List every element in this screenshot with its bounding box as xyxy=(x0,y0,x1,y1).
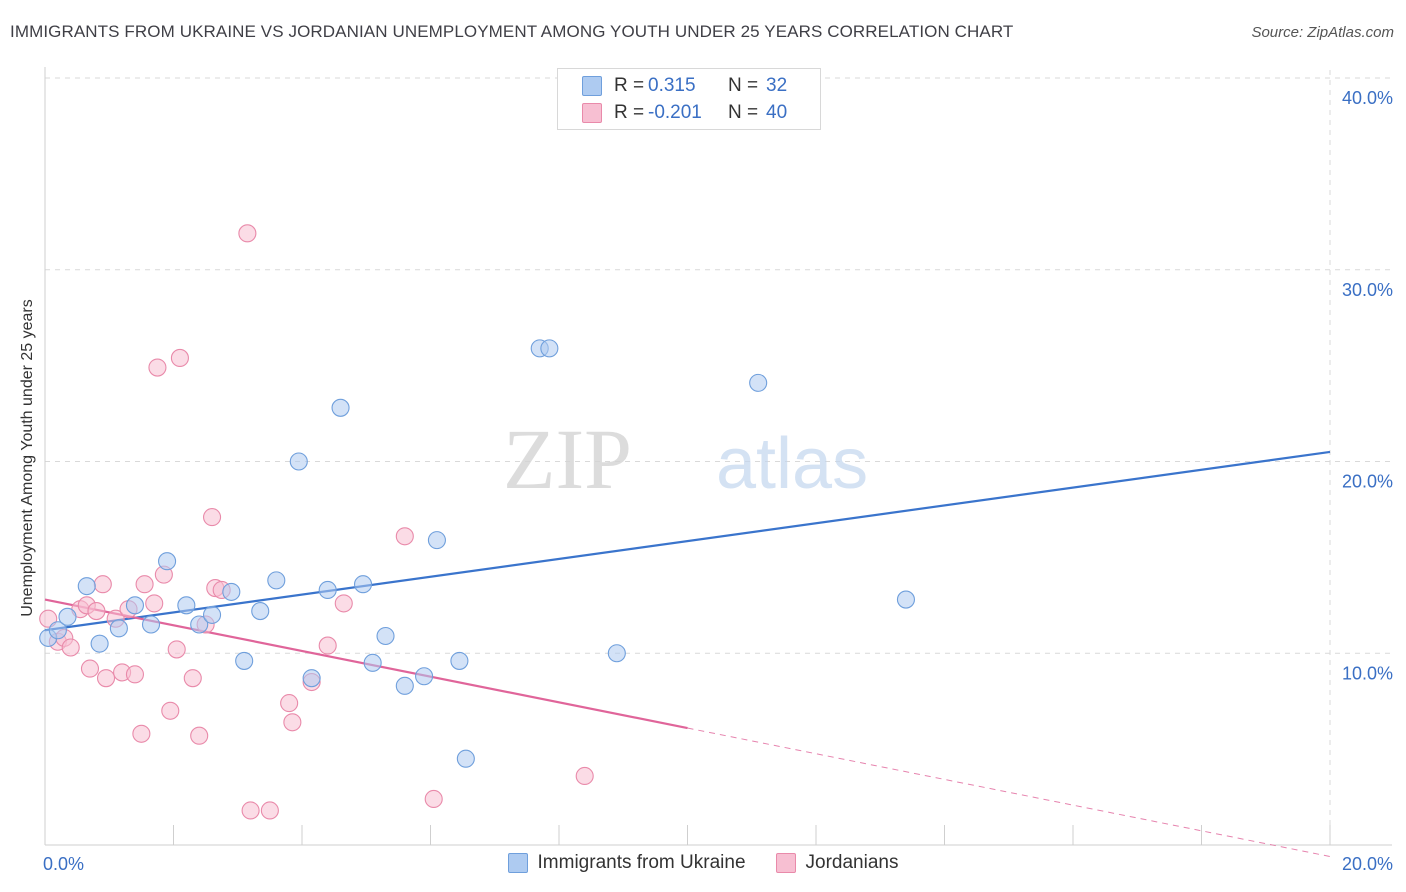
axes xyxy=(44,67,1392,846)
legend-r-value: -0.201 xyxy=(648,102,702,123)
point-jordan xyxy=(170,348,189,368)
point-ukraine xyxy=(77,577,96,596)
point-ukraine xyxy=(235,651,254,670)
point-ukraine xyxy=(376,626,395,646)
legend-n-value: 40 xyxy=(766,102,788,123)
point-jordan xyxy=(334,594,353,613)
watermark-atlas: atlas xyxy=(716,424,868,504)
point-ukraine xyxy=(190,615,209,634)
point-jordan xyxy=(575,766,594,786)
point-jordan xyxy=(167,640,186,659)
chart-title: IMMIGRANTS FROM UKRAINE VS JORDANIAN UNE… xyxy=(10,22,1014,41)
point-jordan xyxy=(161,701,180,720)
point-jordan xyxy=(145,594,164,613)
point-jordan xyxy=(203,508,222,527)
series-legend-ukraine: Immigrants from Ukraine xyxy=(507,852,746,874)
point-jordan xyxy=(125,665,144,684)
point-jordan xyxy=(96,669,116,688)
trend-lines xyxy=(44,450,1331,857)
point-ukraine xyxy=(158,552,177,571)
legend-n-label: N = xyxy=(728,102,759,123)
point-jordan xyxy=(183,669,202,688)
point-ukraine xyxy=(450,651,469,670)
x-tick-label: 20.0% xyxy=(1342,854,1393,874)
gridlines xyxy=(45,70,1392,845)
trend-extension-jordan xyxy=(687,727,1331,857)
point-jordan xyxy=(283,713,302,732)
legend-n-value: 32 xyxy=(766,75,788,96)
legend-r-label: R = xyxy=(614,75,645,96)
point-ukraine xyxy=(203,605,222,624)
point-ukraine xyxy=(267,571,286,590)
series-swatch-jordan xyxy=(775,853,796,873)
y-tick-label: 40.0% xyxy=(1342,88,1393,108)
point-ukraine xyxy=(90,634,109,653)
point-ukraine xyxy=(58,607,77,626)
point-jordan xyxy=(148,358,167,377)
source-label: Source: ZipAtlas.com xyxy=(1251,24,1394,41)
point-ukraine xyxy=(125,596,144,615)
legend-swatch-ukraine xyxy=(582,76,602,96)
legend-row-jordan: R = -0.201 N = 40 xyxy=(582,100,787,126)
series-legend-jordan: Jordanians xyxy=(775,852,899,874)
point-jordan xyxy=(424,789,443,809)
point-jordan xyxy=(238,224,257,243)
point-ukraine xyxy=(395,676,414,695)
point-ukraine xyxy=(141,615,161,634)
tick-labels: 10.0% 20.0% 30.0% 40.0% 0.0% 20.0% xyxy=(43,88,1393,874)
point-ukraine xyxy=(302,669,321,688)
point-ukraine xyxy=(318,580,337,600)
point-ukraine xyxy=(289,452,308,471)
legend-r-label: R = xyxy=(614,102,645,123)
point-jordan xyxy=(190,726,209,745)
point-ukraine xyxy=(251,602,270,621)
watermark-zip: ZIP xyxy=(503,411,632,507)
point-jordan xyxy=(135,575,154,594)
point-jordan xyxy=(61,638,80,657)
point-ukraine xyxy=(749,373,768,392)
point-ukraine xyxy=(607,644,626,663)
point-jordan xyxy=(132,724,151,743)
point-jordan xyxy=(395,527,414,546)
point-jordan xyxy=(87,602,106,621)
point-ukraine xyxy=(427,531,446,550)
trend-line-ukraine xyxy=(44,450,1331,632)
legend-row-ukraine: R = 0.315 N = 32 xyxy=(582,73,787,99)
legend-r-value: 0.315 xyxy=(648,75,696,96)
point-ukraine xyxy=(896,590,916,609)
point-ukraine xyxy=(177,596,196,615)
point-jordan xyxy=(318,636,337,655)
point-ukraine xyxy=(48,621,67,640)
point-ukraine xyxy=(222,582,241,601)
point-jordan xyxy=(241,801,260,820)
y-tick-label: 20.0% xyxy=(1342,472,1393,492)
series-label-ukraine: Immigrants from Ukraine xyxy=(537,852,746,873)
point-jordan xyxy=(280,694,299,713)
point-jordan xyxy=(260,801,279,820)
point-ukraine xyxy=(540,339,559,358)
legend-n-label: N = xyxy=(728,75,759,96)
x-tick-label: 0.0% xyxy=(43,854,84,874)
point-jordan xyxy=(93,575,112,594)
watermark: ZIP atlas xyxy=(503,411,868,507)
point-ukraine xyxy=(415,667,434,686)
point-ukraine xyxy=(331,398,350,417)
correlation-legend: R = 0.315 N = 32 R = -0.201 N = 40 xyxy=(557,68,821,130)
point-ukraine xyxy=(353,575,373,594)
series-swatch-ukraine xyxy=(507,853,528,873)
point-ukraine xyxy=(109,619,128,638)
data-points xyxy=(39,224,916,820)
point-jordan xyxy=(80,659,100,678)
series-legend: Immigrants from Ukraine Jordanians xyxy=(0,852,1406,874)
y-tick-label: 10.0% xyxy=(1342,663,1393,683)
series-label-jordan: Jordanians xyxy=(805,852,899,873)
point-ukraine xyxy=(363,653,382,672)
y-tick-label: 30.0% xyxy=(1342,280,1393,300)
legend-swatch-jordan xyxy=(582,103,602,123)
point-ukraine xyxy=(456,749,475,768)
